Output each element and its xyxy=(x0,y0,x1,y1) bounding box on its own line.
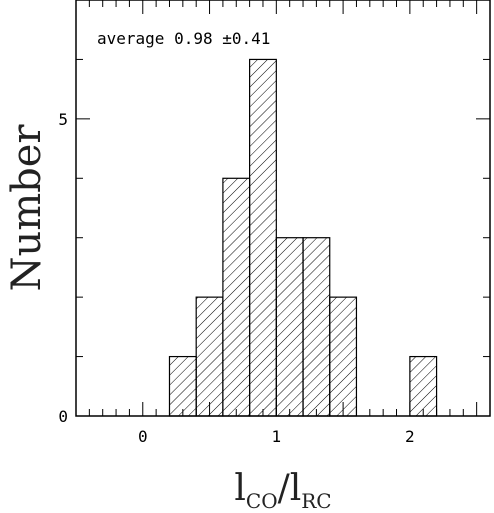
x-label-l2: l xyxy=(290,468,302,509)
x-tick-label-1: 1 xyxy=(272,427,282,446)
histogram-bar-6 xyxy=(329,296,358,417)
axis-ticks xyxy=(75,0,491,417)
y-axis-label: Number xyxy=(4,124,50,292)
x-tick-label-2: 2 xyxy=(405,427,415,446)
x-axis-label: lCO/lRC xyxy=(234,468,331,513)
tick-labels: 0 1 2 0 5 xyxy=(58,110,414,446)
x-tick-label-0: 0 xyxy=(138,427,148,446)
x-label-l1: l xyxy=(234,468,246,509)
histogram-bars xyxy=(168,58,438,417)
histogram-bar-5 xyxy=(302,237,331,417)
y-tick-label-5: 5 xyxy=(58,110,68,129)
x-label-sub-co: CO xyxy=(246,489,278,513)
histogram-bar-3 xyxy=(249,58,277,417)
y-tick-label-0: 0 xyxy=(58,407,68,426)
histogram-bar-2 xyxy=(222,177,251,417)
plot-frame xyxy=(75,0,491,417)
histogram-bar-0 xyxy=(168,355,197,417)
histogram-bar-4 xyxy=(275,237,304,417)
histogram-bar-1 xyxy=(195,296,224,417)
histogram-bar-7 xyxy=(409,355,438,417)
x-label-slash: / xyxy=(278,468,291,509)
average-annotation: average 0.98 ±0.41 xyxy=(97,29,270,48)
x-label-sub-rc: RC xyxy=(301,489,331,513)
